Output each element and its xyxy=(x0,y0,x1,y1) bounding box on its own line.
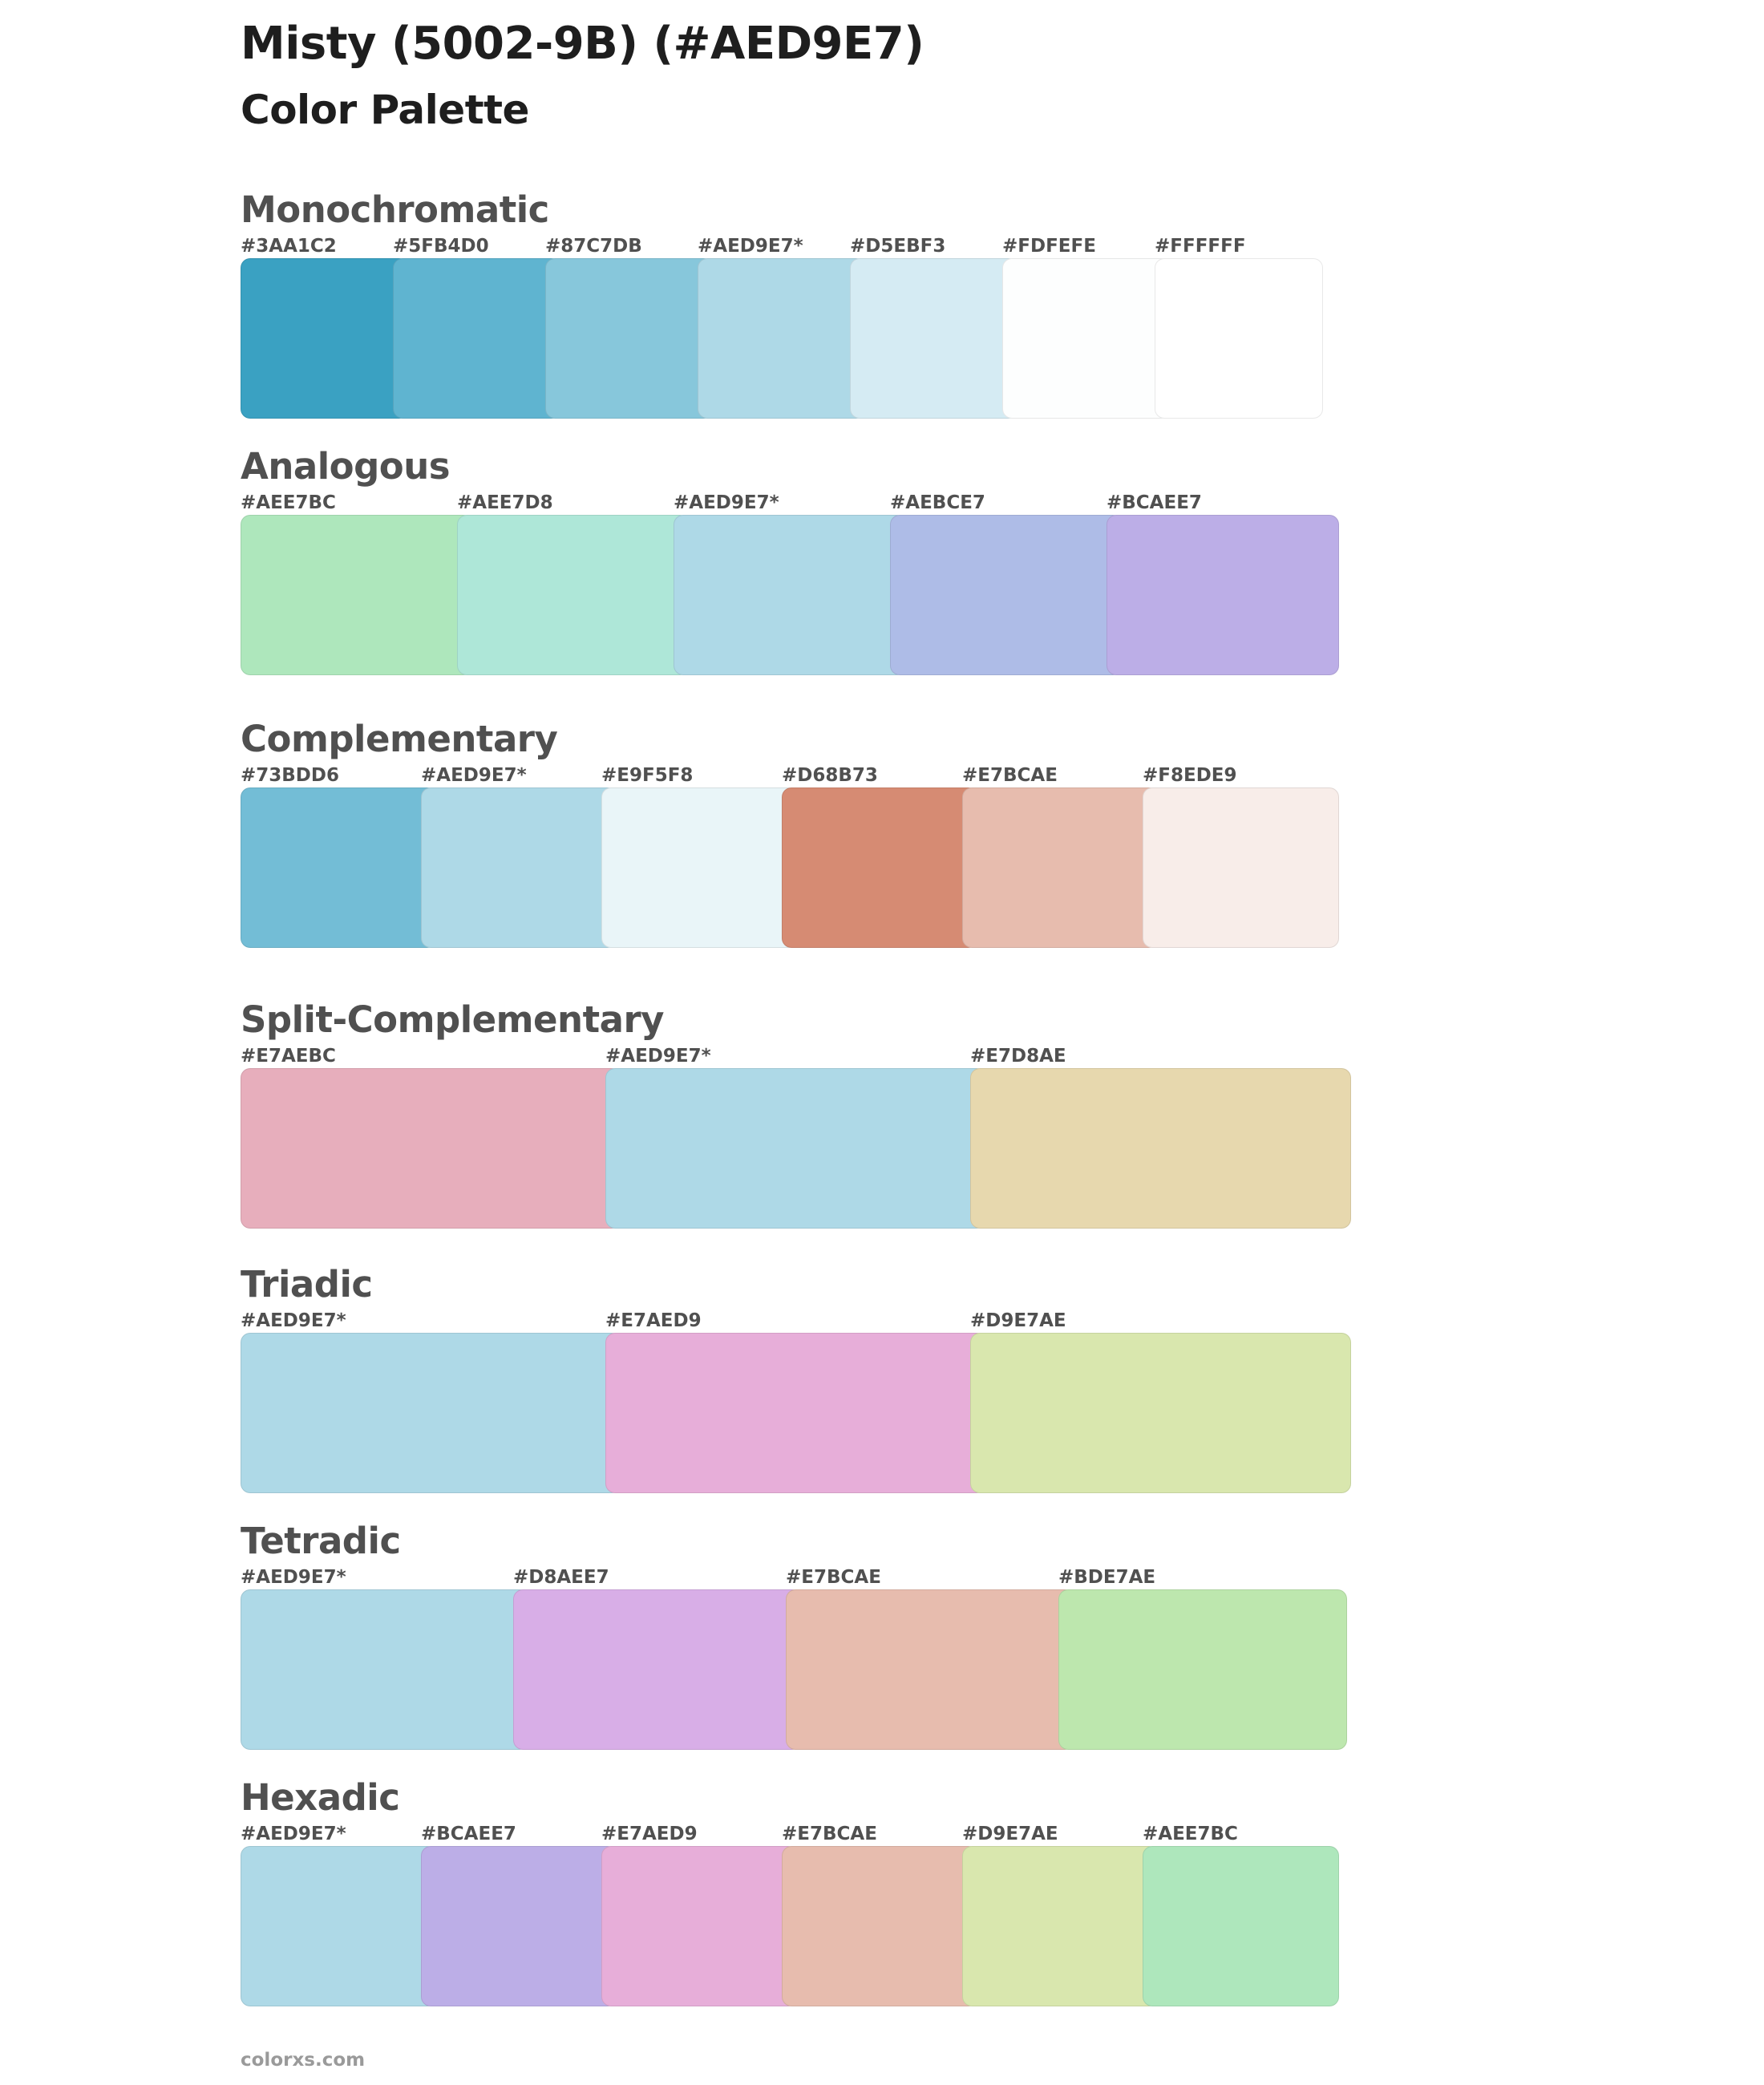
color-swatch[interactable] xyxy=(890,515,1123,675)
swatch-row xyxy=(241,1333,1351,1493)
swatch-labels: #3AA1C2 #5FB4D0 #87C7DB #AED9E7* #D5EBF3 #FDF… xyxy=(241,234,1246,258)
color-hex-label: #D68B73 xyxy=(782,765,878,786)
color-hex-label: #AEE7BC xyxy=(241,492,336,513)
color-hex-label: #AED9E7* xyxy=(698,236,803,257)
color-swatch[interactable] xyxy=(241,1589,529,1750)
color-hex-label: #F8EDE9 xyxy=(1143,765,1237,786)
swatch-labels: #AEE7BC #AEE7D8 #AED9E7* #AEBCE7 #BCAEE7 xyxy=(241,491,1202,515)
complementary-section: Complementary #73BDD6 #AED9E7* #E9F5F8 #D68B… xyxy=(241,715,1339,948)
tetradic-section: Tetradic #AED9E7* #D8AEE7 #E7BCAE #BDE7AE xyxy=(241,1517,1347,1750)
color-hex-label: #AED9E7* xyxy=(241,1310,346,1331)
color-swatch[interactable] xyxy=(1143,787,1339,948)
triadic-section: Triadic #AED9E7* #E7AED9 #D9E7AE xyxy=(241,1261,1351,1493)
swatch-labels: #73BDD6 #AED9E7* #E9F5F8 #D68B73 #E7BCAE #F8E… xyxy=(241,763,1237,787)
section-title: Monochromatic xyxy=(241,188,549,231)
color-swatch[interactable] xyxy=(782,787,978,948)
swatch-row xyxy=(241,515,1339,675)
swatch-row xyxy=(241,787,1339,948)
color-swatch[interactable] xyxy=(601,787,798,948)
color-swatch[interactable] xyxy=(393,258,561,419)
color-swatch[interactable] xyxy=(782,1846,978,2006)
color-swatch[interactable] xyxy=(241,258,409,419)
color-hex-label: #5FB4D0 xyxy=(393,236,489,257)
swatch-row xyxy=(241,1589,1347,1750)
color-swatch[interactable] xyxy=(962,787,1159,948)
color-hex-label: #D5EBF3 xyxy=(850,236,946,257)
color-swatch[interactable] xyxy=(970,1068,1351,1229)
monochromatic-section: Monochromatic #3AA1C2 #5FB4D0 #87C7DB #AED9E… xyxy=(241,186,1323,419)
section-title: Split-Complementary xyxy=(241,998,665,1041)
color-swatch[interactable] xyxy=(241,1333,621,1493)
color-hex-label: #AED9E7* xyxy=(241,1824,346,1844)
color-swatch[interactable] xyxy=(421,787,617,948)
color-hex-label: #AED9E7* xyxy=(241,1567,346,1588)
color-hex-label: #D9E7AE xyxy=(962,1824,1058,1844)
split-complementary-section: Split-Complementary #E7AEBC #AED9E7* #E7D8A… xyxy=(241,996,1351,1229)
color-hex-label: #FFFFFF xyxy=(1155,236,1246,257)
color-hex-label: #E9F5F8 xyxy=(601,765,694,786)
color-hex-label: #AED9E7* xyxy=(674,492,779,513)
color-hex-label: #BDE7AE xyxy=(1058,1567,1156,1588)
swatch-labels: #AED9E7* #BCAEE7 #E7AED9 #E7BCAE #D9E7AE #AEE… xyxy=(241,1822,1238,1846)
color-swatch[interactable] xyxy=(1107,515,1339,675)
color-swatch[interactable] xyxy=(674,515,906,675)
color-hex-label: #3AA1C2 xyxy=(241,236,337,257)
color-hex-label: #87C7DB xyxy=(545,236,642,257)
color-hex-label: #E7BCAE xyxy=(786,1567,881,1588)
color-swatch[interactable] xyxy=(1155,258,1323,419)
color-swatch[interactable] xyxy=(962,1846,1159,2006)
color-hex-label: #AEBCE7 xyxy=(890,492,985,513)
site-footer: colorxs.com xyxy=(241,2050,366,2071)
color-swatch[interactable] xyxy=(241,515,473,675)
section-title: Tetradic xyxy=(241,1520,401,1562)
color-swatch[interactable] xyxy=(241,787,437,948)
color-hex-label: #E7AEBC xyxy=(241,1046,336,1067)
color-swatch[interactable] xyxy=(850,258,1018,419)
color-hex-label: #AEE7D8 xyxy=(457,492,553,513)
color-swatch[interactable] xyxy=(513,1589,802,1750)
color-swatch[interactable] xyxy=(605,1068,986,1229)
swatch-row xyxy=(241,1068,1351,1229)
swatch-labels: #AED9E7* #E7AED9 #D9E7AE xyxy=(241,1309,1066,1333)
color-hex-label: #73BDD6 xyxy=(241,765,339,786)
color-hex-label: #E7BCAE xyxy=(962,765,1058,786)
color-hex-label: #E7D8AE xyxy=(970,1046,1066,1067)
color-swatch[interactable] xyxy=(605,1333,986,1493)
color-swatch[interactable] xyxy=(1002,258,1171,419)
page-title: Misty (5002-9B) (#AED9E7) xyxy=(241,18,924,70)
swatch-labels: #AED9E7* #D8AEE7 #E7BCAE #BDE7AE xyxy=(241,1565,1155,1589)
color-hex-label: #BCAEE7 xyxy=(1107,492,1202,513)
color-swatch[interactable] xyxy=(786,1589,1074,1750)
section-title: Complementary xyxy=(241,718,558,760)
color-swatch[interactable] xyxy=(1143,1846,1339,2006)
color-swatch[interactable] xyxy=(241,1846,437,2006)
swatch-row xyxy=(241,258,1323,419)
color-hex-label: #AED9E7* xyxy=(421,765,527,786)
swatch-labels: #E7AEBC #AED9E7* #E7D8AE xyxy=(241,1044,1066,1068)
color-hex-label: #E7AED9 xyxy=(605,1310,702,1331)
color-hex-label: #D9E7AE xyxy=(970,1310,1066,1331)
color-hex-label: #BCAEE7 xyxy=(421,1824,516,1844)
color-swatch[interactable] xyxy=(421,1846,617,2006)
section-title: Triadic xyxy=(241,1263,373,1306)
color-swatch[interactable] xyxy=(601,1846,798,2006)
color-hex-label: #D8AEE7 xyxy=(513,1567,609,1588)
section-title: Analogous xyxy=(241,445,451,488)
section-title: Hexadic xyxy=(241,1776,400,1819)
color-swatch[interactable] xyxy=(241,1068,621,1229)
analogous-section: Analogous #AEE7BC #AEE7D8 #AED9E7* #AEBCE7 #B… xyxy=(241,443,1339,675)
color-hex-label: #AED9E7* xyxy=(605,1046,711,1067)
color-swatch[interactable] xyxy=(970,1333,1351,1493)
color-hex-label: #E7AED9 xyxy=(601,1824,698,1844)
color-swatch[interactable] xyxy=(457,515,690,675)
swatch-row xyxy=(241,1846,1339,2006)
color-hex-label: #FDFEFE xyxy=(1002,236,1096,257)
color-hex-label: #E7BCAE xyxy=(782,1824,877,1844)
color-swatch[interactable] xyxy=(1058,1589,1347,1750)
color-hex-label: #AEE7BC xyxy=(1143,1824,1238,1844)
page-subtitle: Color Palette xyxy=(241,87,529,133)
color-swatch[interactable] xyxy=(698,258,866,419)
hexadic-section: Hexadic #AED9E7* #BCAEE7 #E7AED9 #E7BCAE #D9E… xyxy=(241,1774,1339,2006)
color-swatch[interactable] xyxy=(545,258,714,419)
